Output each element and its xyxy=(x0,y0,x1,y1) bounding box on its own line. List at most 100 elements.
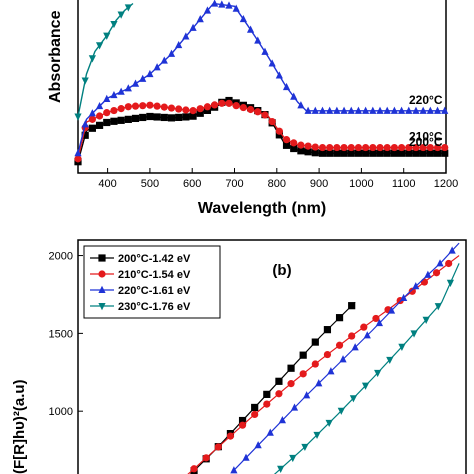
data-point xyxy=(103,94,111,102)
data-point xyxy=(405,143,413,152)
data-point xyxy=(390,106,398,114)
data-point xyxy=(278,416,286,424)
data-point xyxy=(354,143,363,152)
data-point xyxy=(311,143,319,151)
legend-label: 230°C-1.76 eV xyxy=(118,301,191,313)
data-point xyxy=(131,114,140,123)
data-point xyxy=(426,143,434,152)
data-point xyxy=(299,370,307,378)
data-point xyxy=(290,403,299,411)
data-point xyxy=(211,0,219,7)
data-point xyxy=(448,246,456,254)
data-point xyxy=(190,465,198,473)
data-point xyxy=(246,25,255,33)
data-point xyxy=(351,343,359,351)
data-point xyxy=(408,287,416,295)
panel-b-legend: 200°C-1.42 eV 210°C-1.54 eV 220°C-1.61 eV 2… xyxy=(83,245,221,319)
data-point xyxy=(360,323,368,331)
legend-label: 200°C-1.42 eV xyxy=(118,253,191,265)
data-point xyxy=(268,59,276,67)
data-point xyxy=(254,441,262,449)
data-point xyxy=(74,113,82,121)
data-point xyxy=(251,410,259,419)
data-point xyxy=(225,1,233,9)
data-point xyxy=(369,106,377,114)
legend-entry-230-c-1-76-ev: 230°C-1.76 eV xyxy=(90,301,191,313)
data-point xyxy=(318,106,327,114)
data-point xyxy=(397,143,406,152)
data-point xyxy=(297,141,305,149)
data-point xyxy=(297,101,305,109)
data-point xyxy=(299,351,307,359)
data-point xyxy=(337,407,345,415)
data-point xyxy=(362,106,370,114)
data-point xyxy=(287,364,295,372)
data-point xyxy=(412,143,420,152)
data-point xyxy=(275,377,283,385)
data-point xyxy=(348,332,356,340)
panel-a-x-tick-label: 600 xyxy=(183,178,201,190)
data-point xyxy=(117,105,125,113)
data-point xyxy=(117,11,125,19)
data-point xyxy=(124,84,132,92)
data-point xyxy=(311,106,319,114)
data-point xyxy=(348,302,356,310)
panel-a-x-tick-label: 800 xyxy=(268,178,286,190)
data-point xyxy=(230,466,238,474)
data-point xyxy=(372,314,380,323)
data-point xyxy=(263,390,271,398)
series-line xyxy=(273,263,460,474)
data-point xyxy=(323,326,332,334)
data-point xyxy=(387,306,396,314)
legend-marker xyxy=(98,303,106,311)
data-point xyxy=(326,143,334,152)
data-point xyxy=(410,330,418,338)
data-point xyxy=(103,32,111,40)
data-point xyxy=(433,149,442,157)
data-point xyxy=(160,56,168,64)
data-point xyxy=(203,106,212,114)
data-point xyxy=(88,115,96,123)
data-point xyxy=(95,42,104,50)
data-point xyxy=(139,113,147,122)
data-point xyxy=(333,149,341,157)
panel-a-frame xyxy=(77,0,447,174)
data-point xyxy=(202,454,210,462)
panel-b-series-220-c-1-61-ev xyxy=(230,242,460,474)
data-point xyxy=(412,106,420,114)
data-point xyxy=(304,142,312,150)
data-point xyxy=(110,117,118,125)
data-point xyxy=(153,102,161,110)
data-point xyxy=(376,149,384,157)
data-point xyxy=(386,356,394,365)
data-point xyxy=(246,105,255,114)
data-point xyxy=(426,106,434,114)
data-point xyxy=(131,79,140,87)
data-point xyxy=(333,143,341,152)
data-point xyxy=(326,149,334,157)
data-point xyxy=(340,149,348,157)
data-point xyxy=(405,106,413,114)
data-point xyxy=(251,403,259,412)
data-point xyxy=(275,131,283,139)
data-point xyxy=(268,117,276,126)
panel-a-x-tick-label: 1200 xyxy=(434,178,458,190)
data-point xyxy=(232,4,240,12)
data-point xyxy=(81,131,89,139)
data-point xyxy=(426,149,434,157)
legend-entry-220-c-1-61-ev: 220°C-1.61 eV xyxy=(90,285,191,297)
data-point xyxy=(405,149,413,157)
data-point xyxy=(117,87,125,95)
data-point xyxy=(238,421,247,429)
data-point xyxy=(419,149,427,157)
data-point xyxy=(369,143,377,152)
data-point xyxy=(225,99,233,107)
data-point xyxy=(363,331,371,339)
data-point xyxy=(282,141,291,149)
panel-a-label-210-c: 210°C xyxy=(409,130,443,144)
data-point xyxy=(290,139,298,147)
panel-a-x-tick-label: 500 xyxy=(141,178,159,190)
data-point xyxy=(261,47,269,55)
data-point xyxy=(347,149,355,157)
data-point xyxy=(254,36,262,44)
